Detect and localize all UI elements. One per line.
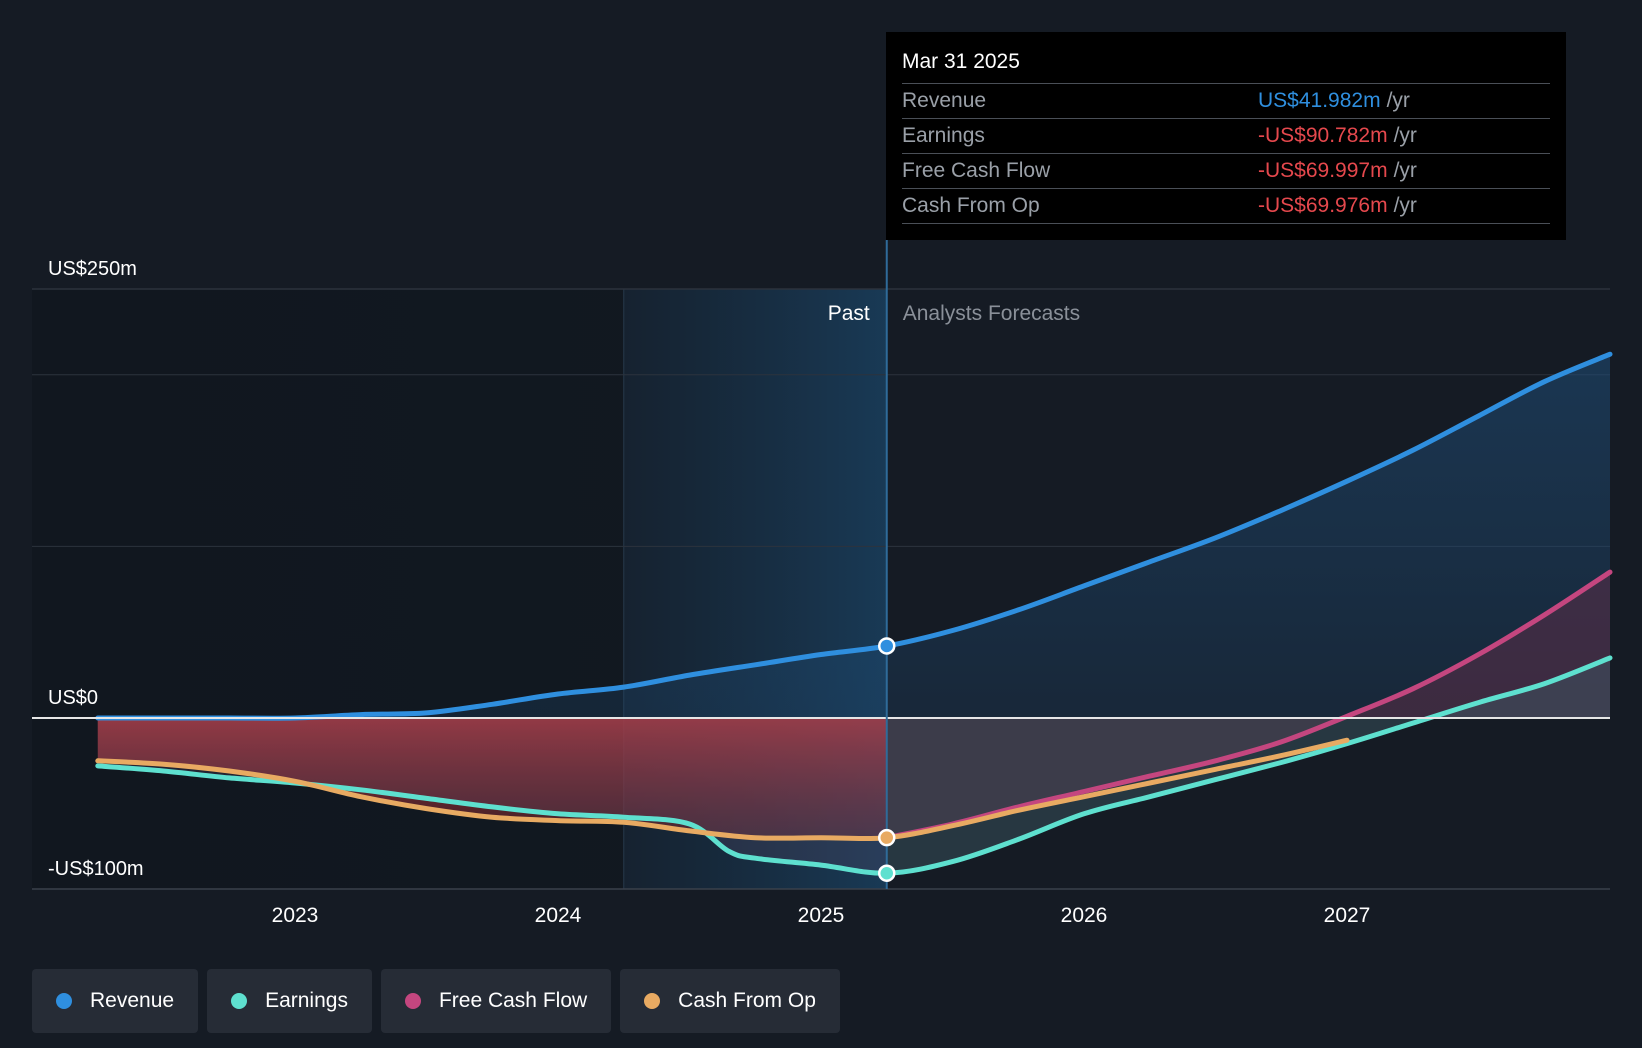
highlight-markers — [878, 637, 896, 882]
series-line-cash-from-op — [95, 737, 1350, 842]
tooltip-label: Cash From Op — [902, 194, 1040, 217]
tooltip-date: Mar 31 2025 — [902, 50, 1020, 73]
tooltip-unit: /yr — [1386, 89, 1410, 112]
legend-item-cash-from-op[interactable]: Cash From Op — [620, 969, 840, 1033]
fcf-forecast-area — [886, 572, 1610, 838]
tooltip-row-revenue: Revenue US$41.982m /yr — [902, 83, 1550, 118]
tooltip-row-cash-from-op: Cash From Op -US$69.976m /yr — [902, 188, 1550, 224]
series-line-earnings — [95, 655, 1613, 876]
x-tick-label: 2026 — [1061, 904, 1108, 927]
legend-dot-icon — [404, 993, 421, 1009]
legend-label: Earnings — [265, 989, 348, 1012]
highlight-dot-revenue[interactable] — [878, 637, 896, 655]
tooltip-unit: /yr — [1393, 194, 1417, 217]
x-tick-label: 2025 — [798, 904, 845, 927]
legend-label: Free Cash Flow — [438, 989, 588, 1012]
tooltip-value: -US$69.997m — [1258, 159, 1388, 182]
past-earnings-area — [97, 718, 887, 874]
y-tick-label: US$0 — [48, 687, 98, 709]
legend: Revenue Earnings Free Cash Flow Cash Fro… — [32, 969, 840, 1033]
tooltip-label: Free Cash Flow — [902, 159, 1051, 182]
highlight-dot-earnings[interactable] — [878, 864, 896, 882]
tooltip-value: US$41.982m — [1258, 89, 1381, 112]
tooltip-value: -US$69.976m — [1258, 194, 1388, 217]
y-tick-label: US$250m — [48, 258, 137, 280]
y-tick-label: -US$100m — [48, 858, 144, 880]
tooltip: Mar 31 2025 Revenue US$41.982m /yr Earni… — [886, 32, 1566, 240]
x-axis-labels: 2023 2024 2025 2026 2027 — [272, 904, 1371, 927]
series-lines — [95, 351, 1613, 876]
legend-item-earnings[interactable]: Earnings — [207, 969, 372, 1033]
legend-dot-icon — [231, 993, 248, 1009]
series-line-free-cash-flow — [884, 569, 1613, 841]
tooltip-label: Revenue — [902, 89, 987, 112]
legend-item-free-cash-flow[interactable]: Free Cash Flow — [380, 969, 612, 1033]
tooltip-label: Earnings — [902, 124, 985, 147]
tooltip-value: -US$90.782m — [1258, 124, 1388, 147]
series-line-revenue — [95, 351, 1613, 721]
x-tick-label: 2027 — [1324, 904, 1371, 927]
past-negative-area — [97, 718, 887, 839]
highlight-dot-cash-from-op[interactable] — [878, 828, 896, 847]
legend-label: Cash From Op — [678, 989, 816, 1012]
legend-dot-icon — [56, 993, 72, 1009]
tooltip-row-earnings: Earnings -US$90.782m /yr — [902, 118, 1550, 153]
y-axis-labels: US$250m US$0 -US$100m — [48, 258, 144, 880]
past-label: Past — [828, 302, 870, 325]
tooltip-row-free-cash-flow: Free Cash Flow -US$69.997m /yr — [902, 153, 1550, 188]
legend-dot-icon — [644, 993, 661, 1009]
tooltip-unit: /yr — [1393, 124, 1417, 147]
tooltip-unit: /yr — [1393, 159, 1417, 182]
revenue-area — [97, 354, 1610, 719]
x-tick-label: 2023 — [272, 904, 319, 927]
x-tick-label: 2024 — [535, 904, 582, 927]
forecast-label: Analysts Forecasts — [903, 302, 1080, 325]
legend-label: Revenue — [90, 989, 175, 1012]
legend-item-revenue[interactable]: Revenue — [32, 969, 199, 1033]
